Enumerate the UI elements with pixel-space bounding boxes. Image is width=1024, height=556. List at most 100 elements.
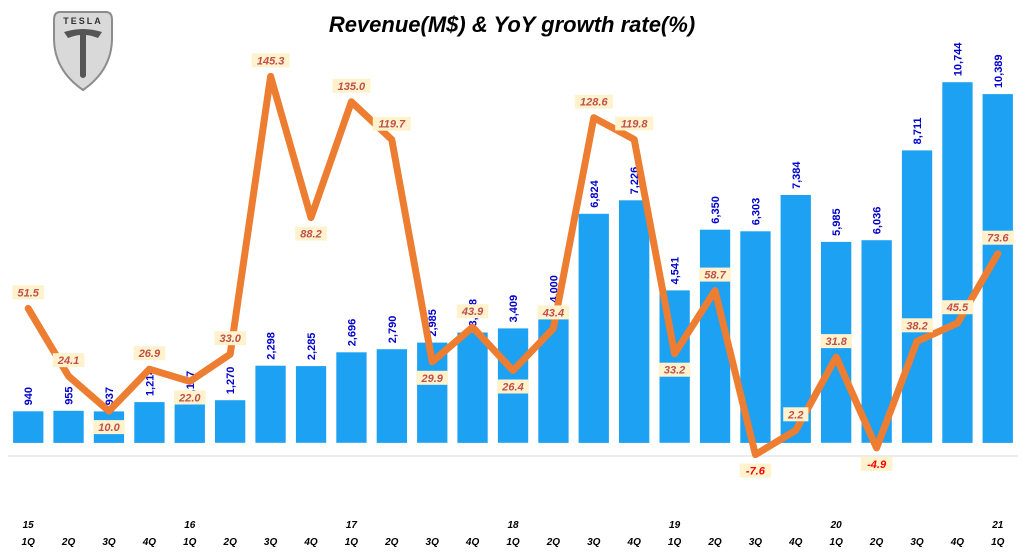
growth-label-background bbox=[214, 331, 246, 346]
growth-value-label: 45.5 bbox=[946, 302, 969, 314]
growth-value-label: 43.4 bbox=[542, 307, 564, 319]
growth-label-background bbox=[332, 78, 371, 93]
growth-label-background bbox=[52, 353, 85, 368]
revenue-bar bbox=[255, 365, 286, 443]
x-tick-quarter: 3Q bbox=[264, 537, 278, 548]
x-tick-quarter: 4Q bbox=[142, 537, 157, 548]
revenue-bar bbox=[13, 411, 44, 443]
growth-value-label: 119.7 bbox=[378, 119, 406, 131]
revenue-bar bbox=[942, 82, 973, 443]
revenue-bar bbox=[174, 404, 205, 443]
x-tick-quarter: 2Q bbox=[384, 537, 399, 548]
revenue-bar bbox=[215, 400, 246, 443]
revenue-value-label: 6,036 bbox=[872, 207, 884, 235]
growth-label-background bbox=[456, 304, 489, 319]
revenue-bar bbox=[134, 402, 165, 443]
growth-value-label: 51.5 bbox=[17, 287, 39, 299]
revenue-value-label: 2,285 bbox=[306, 333, 318, 361]
x-tick-quarter: 4Q bbox=[303, 537, 318, 548]
revenue-value-label: 940 bbox=[23, 387, 35, 405]
growth-label-background bbox=[699, 267, 731, 282]
x-tick-quarter: 2Q bbox=[223, 537, 238, 548]
growth-value-label: 29.9 bbox=[420, 373, 443, 385]
x-tick-year: 18 bbox=[507, 520, 519, 531]
growth-label-background bbox=[783, 407, 809, 422]
x-axis-ticks: 15 1Q 2Q 3Q 4Q 16 1Q 2Q 3Q 4Q 17 1Q 2Q 3Q 4Q 18 1Q 2Q 3Q 4Q… bbox=[22, 520, 1005, 548]
x-tick-quarter: 1Q bbox=[345, 537, 359, 548]
revenue-value-label: 10,389 bbox=[993, 54, 1005, 88]
x-tick-quarter: 2Q bbox=[869, 537, 884, 548]
growth-value-label: 31.8 bbox=[825, 336, 847, 348]
x-tick-quarter: 3Q bbox=[910, 537, 924, 548]
growth-value-label: 2.2 bbox=[787, 409, 803, 421]
x-tick-quarter: 4Q bbox=[950, 537, 965, 548]
revenue-value-label: 7,384 bbox=[791, 161, 803, 189]
growth-value-label: 135.0 bbox=[338, 81, 366, 93]
growth-label-background bbox=[133, 346, 166, 361]
x-tick-quarter: 2Q bbox=[546, 537, 561, 548]
growth-value-label: 33.0 bbox=[219, 333, 241, 345]
revenue-bar bbox=[619, 200, 650, 443]
growth-value-label: 88.2 bbox=[300, 229, 321, 241]
growth-label-background bbox=[12, 285, 44, 300]
revenue-bar bbox=[53, 410, 84, 443]
revenue-bar bbox=[336, 352, 367, 443]
tesla-logo: TESLA bbox=[53, 11, 113, 92]
growth-label-background bbox=[537, 305, 570, 320]
growth-label-background bbox=[372, 116, 411, 131]
x-tick-quarter: 1Q bbox=[183, 537, 197, 548]
growth-label-background bbox=[739, 463, 772, 478]
tesla-t-mark-icon bbox=[64, 29, 102, 78]
growth-value-label: 145.3 bbox=[257, 55, 285, 67]
growth-label-background bbox=[820, 334, 852, 349]
growth-label-background bbox=[93, 420, 125, 435]
revenue-value-label: 2,790 bbox=[387, 316, 399, 344]
growth-label-background bbox=[901, 318, 933, 333]
growth-value-label: 33.2 bbox=[664, 365, 685, 377]
growth-value-label: -7.6 bbox=[746, 466, 766, 478]
revenue-value-label: 2,298 bbox=[266, 332, 278, 360]
x-tick-quarter: 1Q bbox=[22, 537, 36, 548]
growth-label-background bbox=[251, 53, 290, 68]
revenue-bar bbox=[295, 366, 327, 443]
revenue-bar bbox=[901, 150, 933, 443]
growth-label-background bbox=[982, 230, 1014, 245]
revenue-value-label: 2,985 bbox=[427, 309, 439, 337]
revenue-value-label: 4,541 bbox=[670, 257, 682, 285]
x-tick-quarter: 1Q bbox=[991, 537, 1005, 548]
growth-value-label: 26.4 bbox=[501, 382, 523, 394]
logo-text: TESLA bbox=[63, 16, 103, 26]
growth-value-label: 119.8 bbox=[621, 118, 649, 130]
growth-line-series bbox=[24, 72, 1002, 459]
growth-label-background bbox=[574, 94, 613, 109]
revenue-value-label: 10,744 bbox=[952, 42, 964, 77]
revenue-bar bbox=[578, 213, 609, 443]
revenue-value-label: 937 bbox=[104, 387, 116, 405]
growth-label-background bbox=[941, 300, 974, 315]
revenue-value-label: 6,350 bbox=[710, 196, 722, 224]
x-tick-quarter: 4Q bbox=[465, 537, 480, 548]
growth-value-label: 10.0 bbox=[98, 422, 120, 434]
growth-value-label: 73.6 bbox=[987, 233, 1009, 245]
growth-line bbox=[24, 72, 1002, 459]
growth-value-label: -4.9 bbox=[867, 459, 887, 471]
revenue-value-label: 3,409 bbox=[508, 295, 520, 323]
growth-value-label: 58.7 bbox=[704, 270, 726, 282]
revenue-bar bbox=[376, 349, 407, 443]
revenue-value-label: 6,303 bbox=[750, 198, 762, 226]
x-tick-quarter: 1Q bbox=[506, 537, 520, 548]
x-tick-quarter: 1Q bbox=[668, 537, 682, 548]
x-tick-quarter: 1Q bbox=[830, 537, 844, 548]
growth-label-background bbox=[860, 456, 893, 471]
growth-value-label: 26.9 bbox=[138, 348, 161, 360]
revenue-value-label: 2,696 bbox=[346, 319, 358, 347]
x-tick-year: 19 bbox=[669, 520, 681, 531]
growth-label-background bbox=[615, 116, 654, 131]
x-tick-quarter: 3Q bbox=[749, 537, 763, 548]
revenue-value-label: 8,711 bbox=[912, 117, 924, 144]
growth-value-labels: 51.5 24.1 10.0 26.9 22.0 33.0 145.3 88.2 135.0 11… bbox=[12, 53, 1014, 478]
x-tick-quarter: 2Q bbox=[707, 537, 722, 548]
x-tick-year: 15 bbox=[23, 520, 35, 531]
growth-value-label: 43.9 bbox=[461, 306, 484, 318]
